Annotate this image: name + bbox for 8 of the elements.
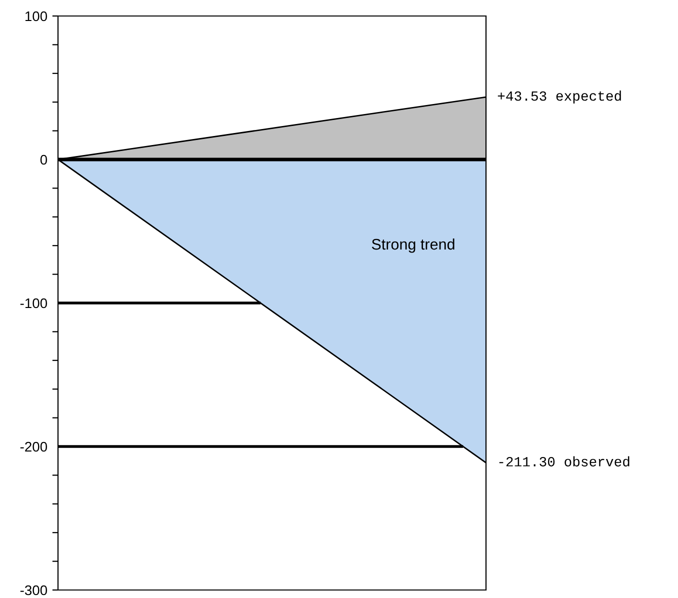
y-tick-label: 0 (40, 154, 48, 165)
y-tick-label: -300 (20, 585, 48, 596)
data-label: -211.30 observed (499, 456, 630, 466)
y-tick-label: -100 (20, 298, 48, 308)
y-tick-label: -200 (20, 442, 48, 452)
annotation: Strong trend (372, 238, 454, 253)
data-label: +43.53 expected (498, 90, 621, 104)
y-tick-label: 100 (25, 11, 48, 22)
